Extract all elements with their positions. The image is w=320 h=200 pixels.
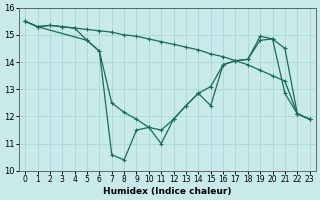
X-axis label: Humidex (Indice chaleur): Humidex (Indice chaleur) [103, 187, 232, 196]
